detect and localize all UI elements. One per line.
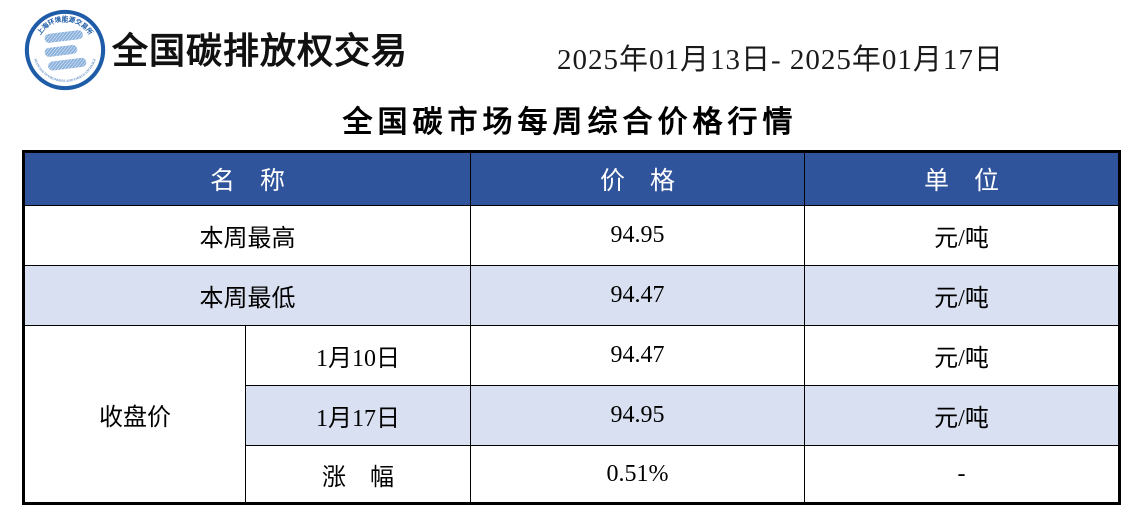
table-row-close-jan10: 收盘价 1月10日 94.47 元/吨 <box>23 325 1121 504</box>
cell-name: 1月10日 <box>244 325 472 386</box>
cell-price: 0.51% <box>470 445 806 504</box>
logo-title: 全国碳排放权交易 <box>112 31 409 71</box>
table-row-week-high: 本周最高 94.95 元/吨 <box>22 205 1121 266</box>
page-title: 全国碳市场每周综合价格行情 <box>342 106 798 139</box>
cell-unit: - <box>804 445 1121 504</box>
cell-name: 涨 幅 <box>244 445 472 504</box>
col-header-name: 名 称 <box>22 151 472 206</box>
table-row-week-low: 本周最低 94.47 元/吨 <box>22 265 1121 326</box>
logo-emblem-mark <box>44 30 87 71</box>
cell-name: 本周最低 <box>22 265 472 326</box>
table-header-row: 名 称 价 格 单 位 <box>22 151 1121 206</box>
cell-name: 1月17日 <box>244 385 472 446</box>
cell-price: 94.47 <box>470 265 806 326</box>
col-header-price: 价 格 <box>470 151 806 206</box>
cell-unit: 元/吨 <box>804 205 1121 266</box>
exchange-logo-icon: 上海环境能源交易所 SHANGHAI ENVIRONMENT AND ENERG… <box>24 9 106 91</box>
cell-price: 94.95 <box>470 385 806 446</box>
cell-unit: 元/吨 <box>804 385 1121 446</box>
cell-name: 本周最高 <box>22 205 472 266</box>
cell-closing-label: 收盘价 <box>23 325 246 504</box>
table-row-change: 涨 幅 0.51% - <box>24 445 1121 504</box>
date-range: 2025年01月13日- 2025年01月17日 <box>557 44 1004 76</box>
cell-unit: 元/吨 <box>804 265 1121 326</box>
col-header-unit: 单 位 <box>804 151 1121 206</box>
brand-bar: 上海环境能源交易所 SHANGHAI ENVIRONMENT AND ENERG… <box>0 0 1140 100</box>
cell-price: 94.47 <box>470 325 806 386</box>
cell-price: 94.95 <box>470 205 806 266</box>
table-row-close-jan17: 1月17日 94.95 元/吨 <box>24 385 1121 446</box>
price-table: 名 称 价 格 单 位 本周最高 94.95 元/吨 本周最低 94.47 元/… <box>22 150 1122 505</box>
cell-unit: 元/吨 <box>804 325 1121 386</box>
